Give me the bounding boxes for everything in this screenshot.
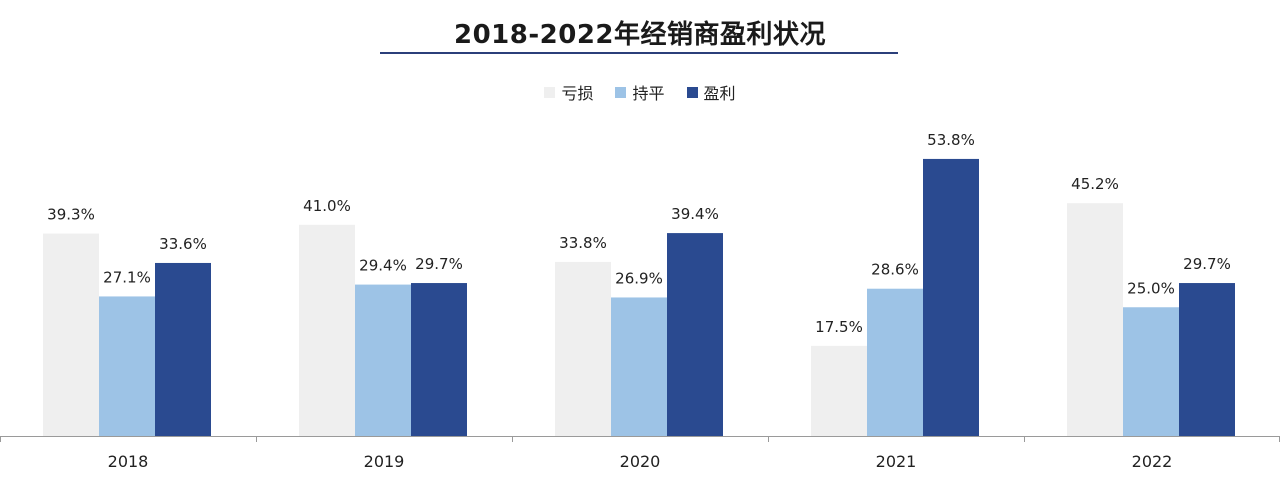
data-label-breakeven-2019: 29.4%: [359, 257, 407, 275]
bar-profit-2022: [1179, 283, 1235, 436]
bar-breakeven-2020: [611, 297, 667, 436]
data-label-loss-2020: 33.8%: [559, 234, 607, 252]
bar-loss-2021: [811, 345, 867, 436]
x-tick-label-2019: 2019: [364, 452, 405, 471]
chart-title: 2018-2022年经销商盈利状况: [453, 20, 827, 50]
legend: 亏损 持平 盈利: [0, 80, 1280, 104]
bar-breakeven-2021: [867, 288, 923, 436]
data-label-breakeven-2018: 27.1%: [103, 268, 151, 286]
bar-loss-2018: [43, 233, 99, 436]
data-label-breakeven-2021: 28.6%: [871, 261, 919, 279]
data-label-loss-2021: 17.5%: [815, 318, 863, 336]
bar-breakeven-2022: [1123, 307, 1179, 436]
bar-loss-2022: [1067, 203, 1123, 436]
x-tick-label-2018: 2018: [108, 452, 149, 471]
legend-label-breakeven: 持平: [632, 84, 665, 103]
data-label-profit-2021: 53.8%: [927, 131, 975, 149]
x-tick-label-2020: 2020: [620, 452, 661, 471]
title-underline: [380, 52, 898, 54]
bar-breakeven-2018: [99, 296, 155, 436]
bar-breakeven-2019: [355, 284, 411, 436]
x-tick-label-2022: 2022: [1132, 452, 1173, 471]
data-label-profit-2019: 29.7%: [415, 255, 463, 273]
x-tick-label-2021: 2021: [876, 452, 917, 471]
data-label-loss-2022: 45.2%: [1071, 175, 1119, 193]
data-label-breakeven-2022: 25.0%: [1127, 279, 1175, 297]
legend-swatch-breakeven: [615, 86, 627, 98]
legend-label-profit: 盈利: [703, 84, 736, 103]
data-label-profit-2018: 33.6%: [159, 235, 207, 253]
bar-loss-2019: [299, 224, 355, 436]
data-label-profit-2022: 29.7%: [1183, 255, 1231, 273]
legend-swatch-profit: [686, 86, 698, 98]
legend-item-breakeven: 持平: [615, 80, 665, 104]
legend-swatch-loss: [544, 86, 556, 98]
data-label-profit-2020: 39.4%: [671, 205, 719, 223]
bar-profit-2018: [155, 262, 211, 436]
legend-item-loss: 亏损: [544, 80, 593, 104]
bar-loss-2020: [555, 261, 611, 436]
bar-profit-2020: [667, 233, 723, 436]
bar-profit-2019: [411, 283, 467, 436]
legend-item-profit: 盈利: [686, 80, 736, 104]
data-label-loss-2019: 41.0%: [303, 197, 351, 215]
data-label-breakeven-2020: 26.9%: [615, 269, 663, 287]
data-label-loss-2018: 39.3%: [47, 206, 95, 224]
bar-profit-2021: [923, 158, 979, 436]
legend-label-loss: 亏损: [561, 84, 594, 103]
